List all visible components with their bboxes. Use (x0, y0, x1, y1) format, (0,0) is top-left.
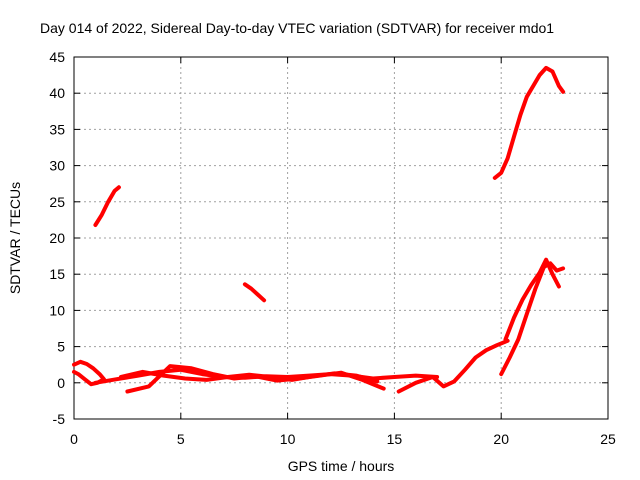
x-tick-label: 10 (280, 431, 296, 447)
series-line-segment-baseline-c (119, 369, 380, 384)
x-axis-label: GPS time / hours (288, 458, 395, 474)
series-line-segment-late-high (492, 65, 566, 180)
y-tick-label: 30 (49, 158, 65, 174)
y-tick-label: -5 (53, 411, 66, 427)
series-line-segment-early-high (93, 185, 121, 227)
y-tick-label: 20 (49, 230, 65, 246)
series-line-segment-initial-loop (72, 359, 106, 387)
series-line-segment-late-baseline (396, 338, 510, 394)
grid-lines (74, 57, 608, 419)
y-axis-label: SDTVAR / TECUs (7, 182, 23, 294)
series-line-segment-mid-high (242, 282, 267, 303)
x-tick-label: 5 (177, 431, 185, 447)
x-tick-label: 0 (70, 431, 78, 447)
y-tick-label: 0 (57, 375, 65, 391)
y-tick-label: 35 (49, 121, 65, 137)
series-line-segment-rise-a (499, 261, 566, 377)
y-tick-label: 10 (49, 302, 65, 318)
x-tick-label: 25 (600, 431, 616, 447)
y-tick-label: 40 (49, 85, 65, 101)
y-tick-label: 15 (49, 266, 65, 282)
x-tick-label: 20 (493, 431, 509, 447)
series-line-segment-rise-b (503, 257, 561, 342)
chart-title: Day 014 of 2022, Sidereal Day-to-day VTE… (40, 20, 554, 36)
y-tick-label: 25 (49, 194, 65, 210)
x-tick-label: 15 (387, 431, 403, 447)
series-group (72, 65, 566, 394)
y-tick-label: 5 (57, 339, 65, 355)
y-tick-label: 45 (49, 49, 65, 65)
